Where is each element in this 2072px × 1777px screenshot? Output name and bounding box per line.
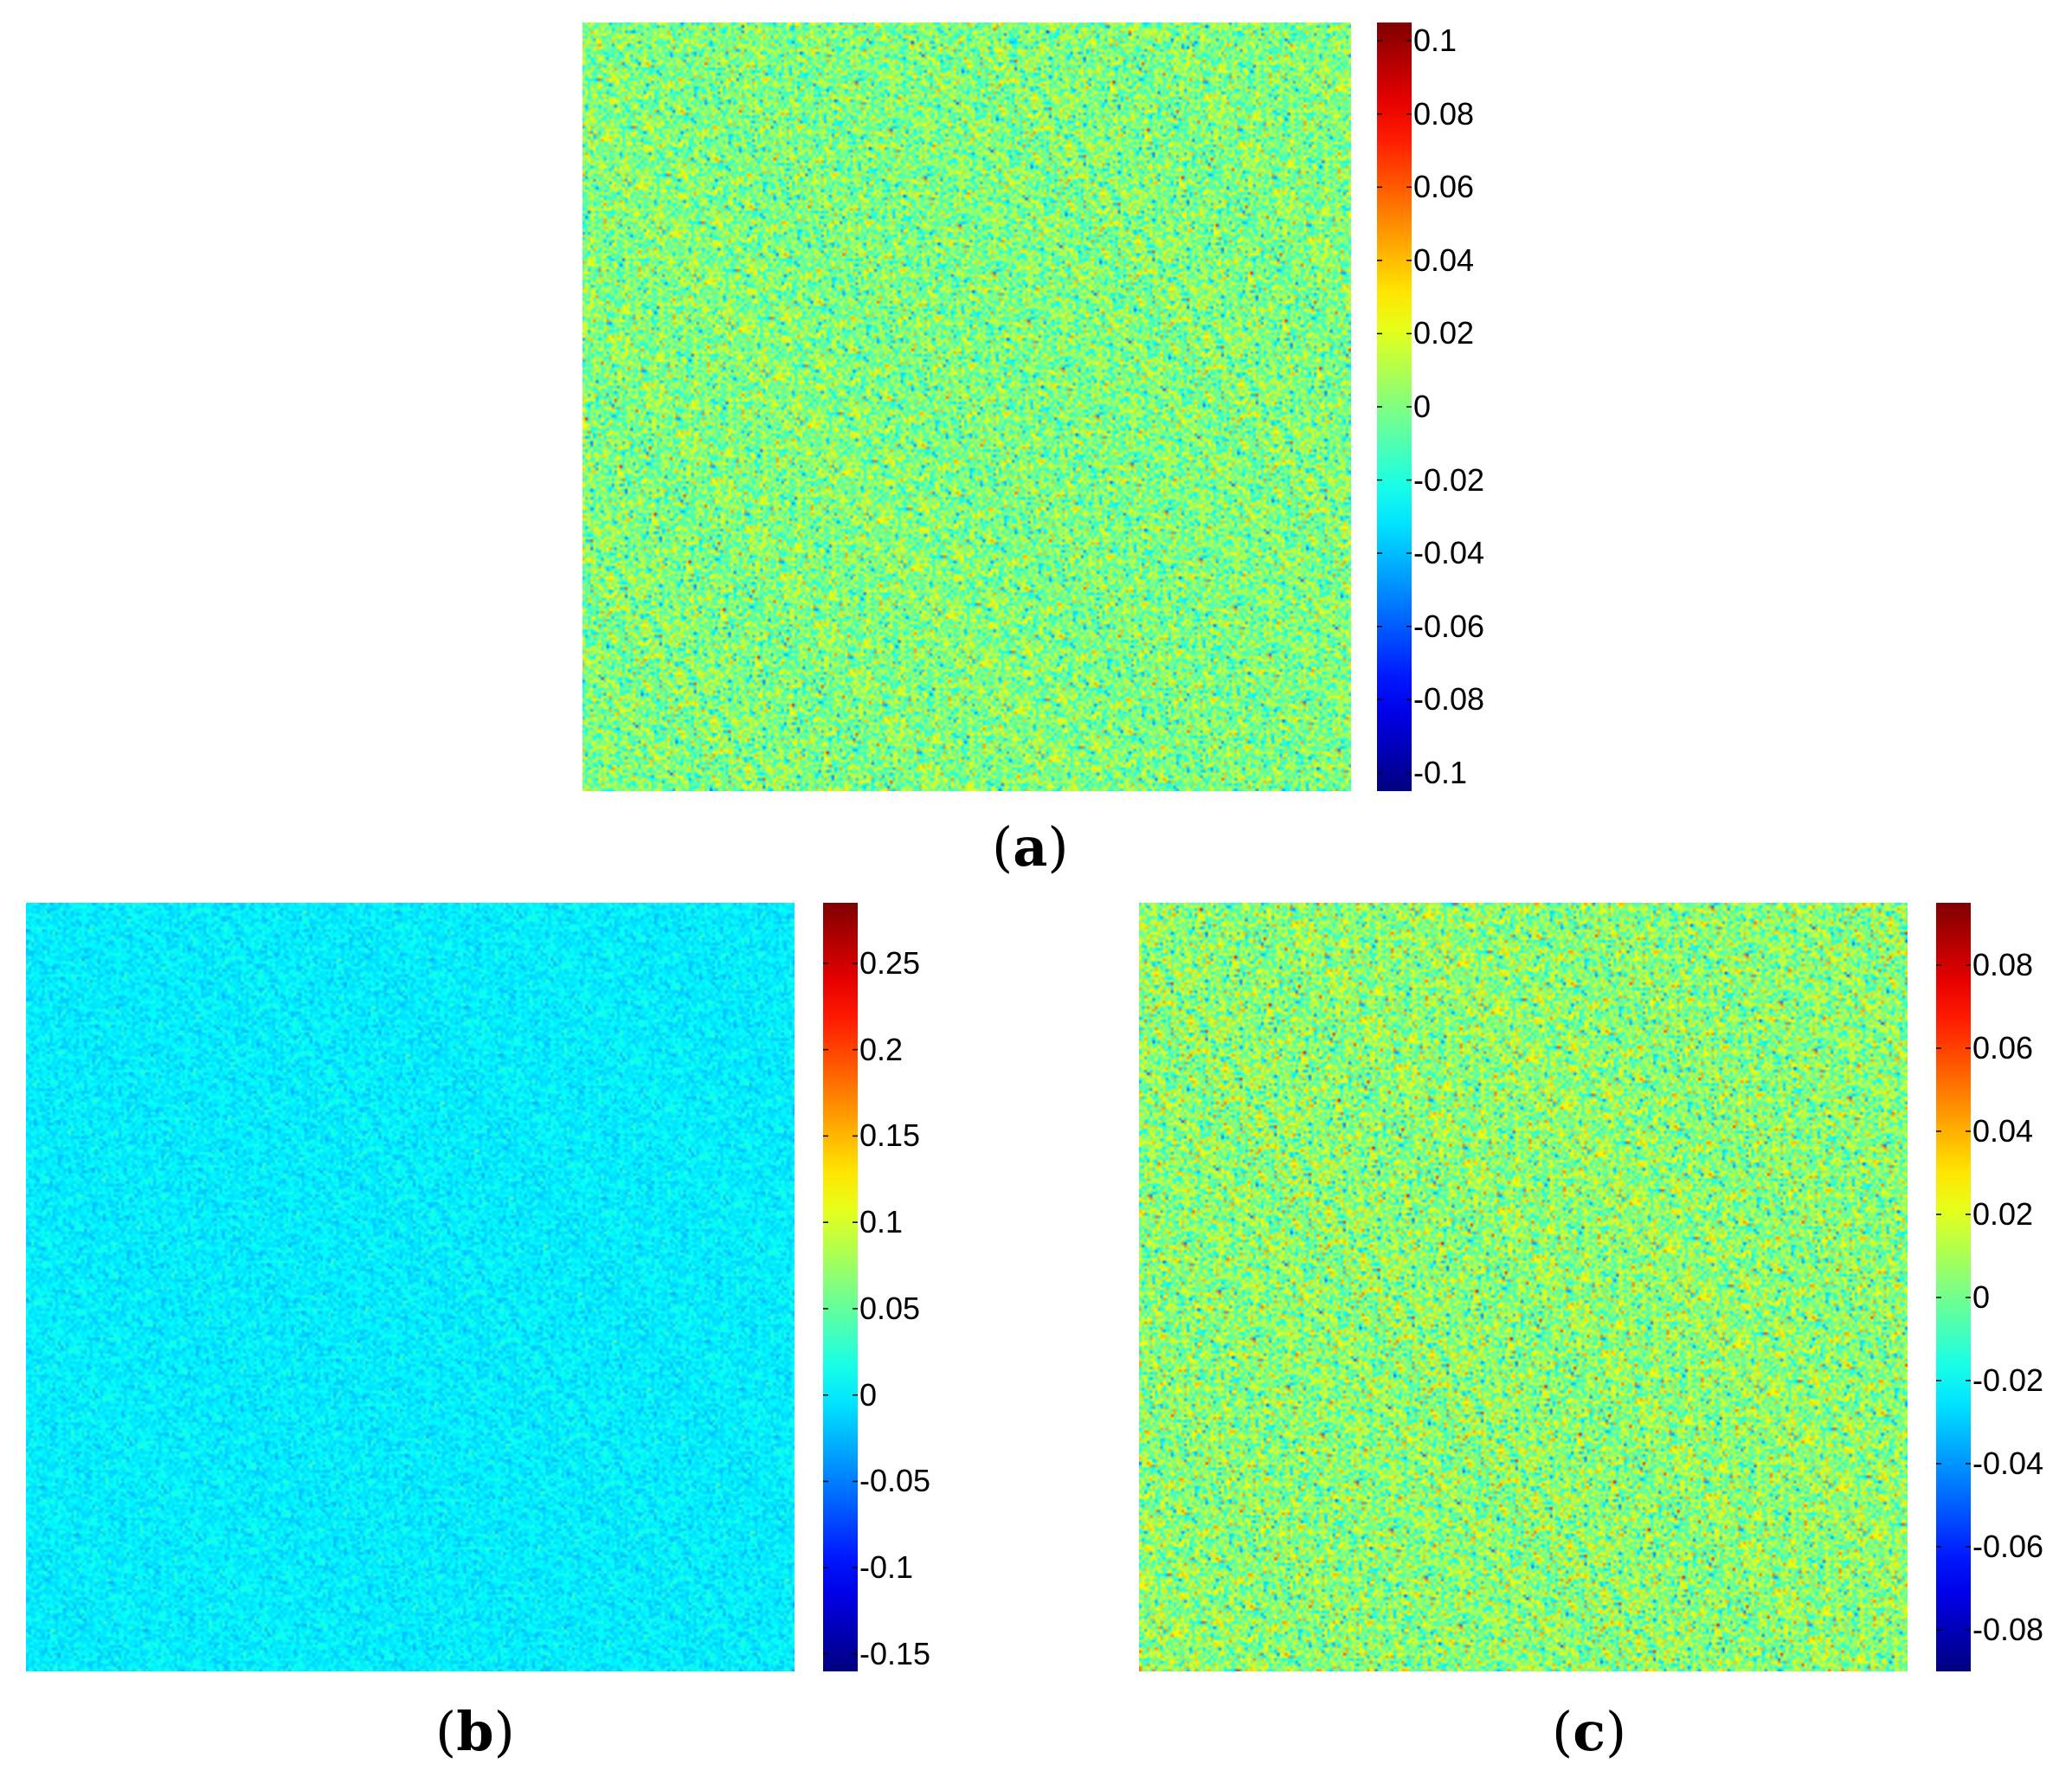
colorbar-tick-label: -0.06 [1972,1529,2044,1564]
colorbar-tick-label: 0.1 [859,1204,904,1240]
colorbar-gradient [823,903,858,1671]
colorbar-tick-label: -0.04 [1972,1445,2044,1481]
colorbar-tick-label: 0.04 [1413,241,1475,278]
colorbar-tick-label: -0.02 [1413,461,1485,498]
colorbar-tick-label: 0.06 [1413,169,1475,205]
colorbar-tick-label: 0.02 [1413,315,1475,351]
caption-open: ( [435,1700,457,1763]
colorbar-tick-label: 0.2 [859,1031,904,1067]
caption-close: ) [1605,1700,1627,1763]
colorbar-tick-label: 0 [859,1376,878,1413]
colorbar-tick-label: -0.06 [1413,608,1485,644]
colorbar-tick-label: 0 [1972,1279,1991,1315]
caption-letter: c [1573,1700,1605,1763]
panel-caption-b: (b) [435,1705,515,1759]
colorbar-tick-label: 0 [1413,389,1432,424]
colorbar-gradient [1936,903,1971,1671]
colorbar-tick-label: 0.1 [1413,23,1457,59]
colorbar-tick-label: 0.02 [1972,1196,2034,1232]
colorbar-tick-label: 0.15 [859,1117,921,1154]
colorbar-b [823,903,858,1671]
caption-letter: a [1013,815,1048,879]
colorbar-tick-label: 0.08 [1972,947,2034,982]
colorbar-tick-label: 0.04 [1972,1113,2034,1149]
caption-open: ( [992,815,1013,879]
panel-caption-c: (c) [1552,1705,1626,1759]
colorbar-tick-label: -0.02 [1972,1362,2044,1398]
colorbar-c [1936,903,1971,1671]
colorbar-tick-label: -0.15 [859,1636,931,1672]
colorbar-tick-label: -0.08 [1972,1612,2044,1647]
heatmap-image-b [26,903,795,1671]
heatmap-image-c [1139,903,1908,1671]
caption-close: ) [1047,815,1069,879]
colorbar-tick-label: -0.1 [1413,754,1468,790]
colorbar-tick-label: -0.05 [859,1463,931,1499]
colorbar-a [1377,23,1412,791]
colorbar-tick-label: 0.05 [859,1290,921,1326]
caption-close: ) [493,1700,515,1763]
colorbar-gradient [1377,23,1412,791]
colorbar-tick-label: 0.06 [1972,1030,2034,1066]
caption-open: ( [1552,1700,1573,1763]
caption-letter: b [456,1700,494,1763]
colorbar-tick-label: 0.08 [1413,95,1475,132]
heatmap-image-a [582,23,1351,791]
colorbar-tick-label: -0.08 [1413,681,1485,718]
colorbar-tick-label: -0.1 [859,1549,914,1586]
colorbar-tick-label: 0.25 [859,944,921,981]
colorbar-tick-label: -0.04 [1413,535,1485,571]
panel-caption-a: (a) [992,821,1069,874]
